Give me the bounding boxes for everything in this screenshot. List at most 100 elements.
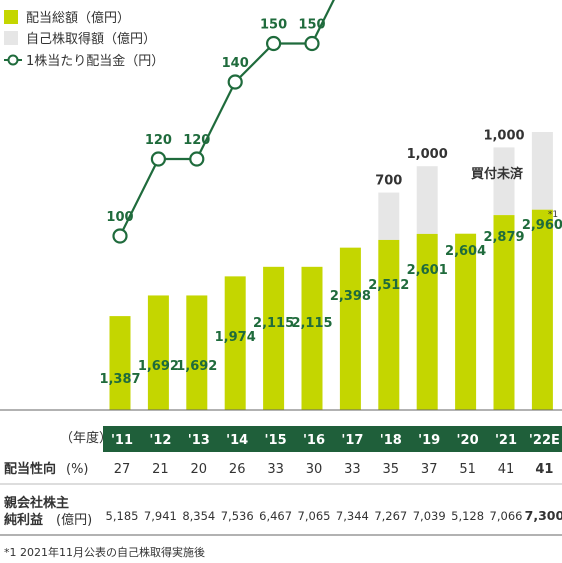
buyback-value-label: 700 <box>375 174 402 189</box>
dividend-total-value-label: 2,604 <box>445 244 486 259</box>
year-label: '12 <box>149 433 171 448</box>
year-label: '17 <box>341 433 363 448</box>
dps-value-label: 120 <box>183 133 210 148</box>
net-profit-value: 7,536 <box>221 509 254 523</box>
payout-ratio-unit: (%) <box>66 462 89 477</box>
legend-label-dividend-total: 配当総額（億円） <box>26 10 130 26</box>
net-profit-value: 7,066 <box>490 509 523 523</box>
net-profit-value: 7,941 <box>144 509 177 523</box>
year-axis-label: （年度） <box>60 430 112 446</box>
legend-marker-dps <box>7 54 19 66</box>
dps-value-label: 150 <box>260 18 287 33</box>
payout-ratio-value: 35 <box>383 462 400 477</box>
dividend-total-value-label: 2,879 <box>483 230 524 245</box>
dividend-total-bar <box>186 295 208 410</box>
payout-ratio-value: 27 <box>114 462 131 477</box>
payout-ratio-label: 配当性向 <box>4 461 56 477</box>
dps-value-label: 100 <box>106 210 133 225</box>
legend-swatch-buyback <box>4 31 18 45</box>
plot-area: 7001,0001,000買付未済*11,3871,6921,6921,9742… <box>99 0 562 410</box>
dps-point <box>189 151 205 167</box>
net-profit-value: 8,354 <box>182 509 215 523</box>
dividend-total-value-label: 2,601 <box>407 263 448 278</box>
dps-value-label: 120 <box>145 133 172 148</box>
dividend-total-value-label: 2,115 <box>253 316 294 331</box>
dps-value-label: 140 <box>222 56 249 71</box>
legend-label-buyback: 自己株取得額（億円） <box>26 31 156 47</box>
dividend-total-value-label: 2,398 <box>330 289 371 304</box>
payout-ratio-value: 33 <box>344 462 361 477</box>
payout-ratio-value: 33 <box>267 462 284 477</box>
year-label: '22E <box>529 433 560 448</box>
buyback-pending-bar <box>531 132 553 210</box>
year-label: '11 <box>111 433 133 448</box>
buyback-pending-label: 買付未済 <box>471 166 524 182</box>
net-profit-values: 5,185 7,941 8,354 7,536 6,467 7,065 7,344 7,267… <box>106 508 562 523</box>
payout-ratio-value: 20 <box>191 462 208 477</box>
dividend-total-value-label: 1,387 <box>99 372 140 387</box>
year-label: '18 <box>380 433 402 448</box>
note-marker: *1 <box>548 210 558 220</box>
net-profit-value: 6,467 <box>259 509 292 523</box>
net-profit-label-line1: 親会社株主 <box>4 495 69 511</box>
year-label: '15 <box>265 433 287 448</box>
dividend-total-value-label: 2,960 <box>522 218 562 233</box>
buyback-bar <box>416 166 438 234</box>
payout-ratio-value: 41 <box>498 462 515 477</box>
dividend-total-value-label: 1,692 <box>138 359 179 374</box>
dividend-total-bar <box>378 239 400 410</box>
dividend-total-bar <box>531 209 553 410</box>
year-label: '13 <box>188 433 210 448</box>
dividend-total-value-label: 2,512 <box>368 278 409 293</box>
dividend-total-bar <box>109 316 131 410</box>
buyback-value-label: 1,000 <box>483 128 524 143</box>
payout-ratio-value: 30 <box>306 462 323 477</box>
dps-point <box>112 228 128 244</box>
year-label: '16 <box>303 433 325 448</box>
dividend-total-bar <box>339 247 361 410</box>
net-profit-value: 7,344 <box>336 509 369 523</box>
net-profit-value: 5,128 <box>451 509 484 523</box>
dps-point <box>304 35 320 52</box>
dividend-total-value-label: 1,974 <box>215 330 256 345</box>
dividend-total-value-label: 1,692 <box>176 359 217 374</box>
dividend-total-bar <box>301 266 323 410</box>
year-label: '19 <box>418 433 440 448</box>
payout-ratio-value: 21 <box>152 462 169 477</box>
net-profit-label-line2: 純利益 <box>4 512 43 528</box>
year-label: '21 <box>495 433 517 448</box>
year-label: '20 <box>457 433 479 448</box>
dividend-total-bar <box>455 233 477 410</box>
dividend-total-value-label: 2,115 <box>291 316 332 331</box>
legend: 配当総額（億円） 自己株取得額（億円） 1株当たり配当金（円） <box>4 10 164 69</box>
year-header-band <box>103 426 562 452</box>
dividend-total-bar <box>263 266 285 410</box>
payout-ratio-value: 26 <box>229 462 246 477</box>
net-profit-value: 5,185 <box>106 509 139 523</box>
dividend-total-bar <box>224 276 246 410</box>
payout-ratio-value: 51 <box>459 462 476 477</box>
dps-value-label: 150 <box>298 18 325 33</box>
net-profit-value: 7,065 <box>298 509 331 523</box>
legend-label-dps: 1株当たり配当金（円） <box>26 53 164 69</box>
dividend-total-bar <box>416 233 438 410</box>
net-profit-value: 7,039 <box>413 509 446 523</box>
footnote: *1 2021年11月公表の自己株取得実施後 <box>4 545 205 559</box>
legend-swatch-dividend-total <box>4 10 18 24</box>
year-label: '14 <box>226 433 248 448</box>
dividend-total-bar <box>493 215 515 410</box>
buyback-bar <box>378 192 400 240</box>
net-profit-value: 7,300 <box>525 508 562 523</box>
payout-ratio-value: 41 <box>535 462 553 477</box>
net-profit-value: 7,267 <box>374 509 407 523</box>
payout-ratio-values: 27 21 20 26 33 30 33 35 37 51 41 41 <box>114 462 554 477</box>
dividend-total-bar <box>147 295 169 410</box>
dps-point <box>150 151 166 167</box>
dps-point <box>227 74 243 90</box>
buyback-value-label: 1,000 <box>407 147 448 162</box>
payout-ratio-value: 37 <box>421 462 438 477</box>
dps-point <box>266 35 282 52</box>
net-profit-unit: (億円) <box>56 512 92 528</box>
dps-line <box>119 0 335 237</box>
